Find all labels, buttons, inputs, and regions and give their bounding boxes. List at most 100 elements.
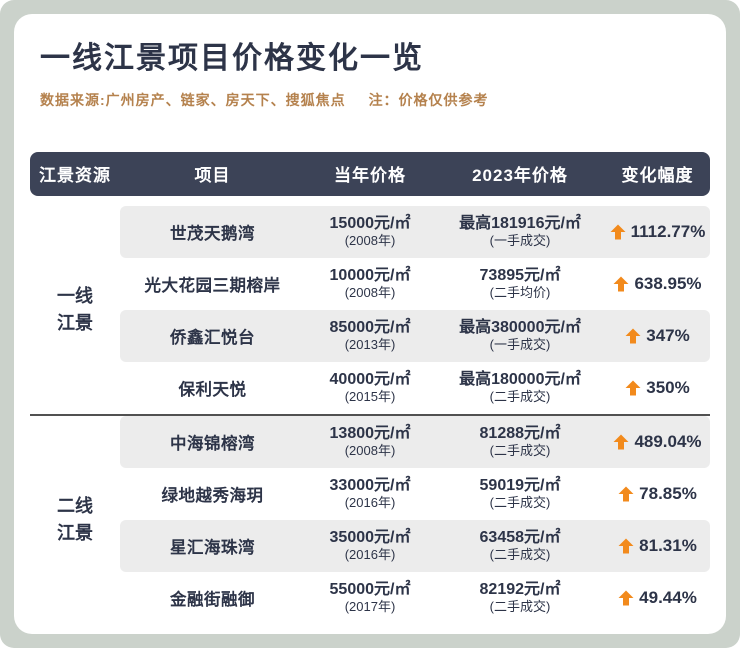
- project-name: 保利天悦: [178, 380, 247, 399]
- original-price-year: (2008年): [344, 233, 396, 248]
- up-arrow-icon: [613, 276, 629, 292]
- change-cell: 49.44%: [605, 588, 710, 608]
- group-label: 一线江景: [30, 206, 120, 414]
- original-price-year: (2008年): [344, 443, 396, 458]
- table-group: 二线江景 中海锦榕湾 13800元/㎡ (2008年) 81288元/㎡ (二手成交) 48…: [30, 413, 710, 624]
- price-2023-note: (二手成交): [489, 443, 551, 458]
- price-2023-cell: 82192元/㎡ (二手成交): [435, 580, 605, 615]
- project-name: 光大花园三期榕岸: [144, 276, 281, 295]
- change-cell: 347%: [605, 326, 710, 346]
- change-percent: 81.31%: [639, 535, 697, 555]
- page-title: 一线江景项目价格变化一览: [40, 42, 424, 75]
- table-body: 一线江景 世茂天鹅湾 15000元/㎡ (2008年) 最高181916元/㎡ (一手成交…: [30, 205, 710, 624]
- table-row: 绿地越秀海玥 33000元/㎡ (2016年) 59019元/㎡ (二手成交) 78.85…: [120, 468, 710, 520]
- price-2023-cell: 最高380000元/㎡ (一手成交): [435, 318, 605, 353]
- change-cell: 78.85%: [605, 484, 710, 504]
- price-2023-cell: 63458元/㎡ (二手成交): [435, 528, 605, 563]
- up-arrow-icon: [618, 486, 634, 502]
- original-price: 15000元/㎡: [329, 215, 411, 232]
- disclaimer-text: 注：价格仅供参考: [368, 91, 489, 108]
- original-price: 35000元/㎡: [329, 529, 411, 546]
- price-2023: 最高180000元/㎡: [459, 371, 581, 388]
- price-2023: 73895元/㎡: [479, 267, 561, 284]
- original-price: 33000元/㎡: [329, 477, 411, 494]
- header-change: 变化幅度: [621, 166, 694, 185]
- table-header: 江景资源 项目 当年价格 2023年价格 变化幅度: [30, 151, 710, 196]
- change-cell: 1112.77%: [605, 222, 710, 242]
- change-percent: 1112.77%: [630, 221, 706, 241]
- group-label-text: 一线江景: [57, 285, 93, 333]
- price-2023-note: (二手均价): [489, 285, 551, 300]
- original-price-cell: 13800元/㎡ (2008年): [305, 424, 435, 459]
- change-percent: 78.85%: [639, 483, 697, 503]
- data-source-text: 数据来源:广州房产、链家、房天下、搜狐焦点: [40, 91, 346, 108]
- price-2023: 最高380000元/㎡: [459, 319, 581, 336]
- original-price-year: (2016年): [344, 547, 396, 562]
- price-2023-cell: 最高181916元/㎡ (一手成交): [435, 214, 605, 249]
- price-2023-note: (一手成交): [489, 233, 551, 248]
- price-2023: 82192元/㎡: [479, 581, 561, 598]
- project-name: 星汇海珠湾: [170, 538, 255, 557]
- change-cell: 350%: [605, 378, 710, 398]
- price-2023-note: (二手成交): [489, 495, 551, 510]
- original-price: 13800元/㎡: [329, 425, 411, 442]
- header-price-2023: 2023年价格: [472, 166, 568, 185]
- original-price-year: (2017年): [344, 599, 396, 614]
- up-arrow-icon: [618, 538, 634, 554]
- project-name: 中海锦榕湾: [170, 434, 255, 453]
- original-price: 10000元/㎡: [329, 267, 411, 284]
- original-price-year: (2015年): [344, 389, 396, 404]
- price-2023-note: (二手成交): [489, 547, 551, 562]
- price-change-table: 江景资源 项目 当年价格 2023年价格 变化幅度 一线江景 世茂天鹅湾 15000…: [30, 151, 710, 624]
- price-2023: 63458元/㎡: [479, 529, 561, 546]
- up-arrow-icon: [610, 224, 626, 240]
- original-price-cell: 35000元/㎡ (2016年): [305, 528, 435, 563]
- infographic-card: 一线江景项目价格变化一览 数据来源:广州房产、链家、房天下、搜狐焦点 注：价格仅…: [14, 14, 726, 634]
- change-percent: 347%: [646, 325, 690, 345]
- group-label: 二线江景: [30, 416, 120, 624]
- change-cell: 489.04%: [605, 432, 710, 452]
- original-price-cell: 10000元/㎡ (2008年): [305, 266, 435, 301]
- original-price-year: (2008年): [344, 285, 396, 300]
- original-price-cell: 33000元/㎡ (2016年): [305, 476, 435, 511]
- change-percent: 350%: [646, 377, 690, 397]
- table-row: 星汇海珠湾 35000元/㎡ (2016年) 63458元/㎡ (二手成交) 81.31%: [120, 519, 710, 572]
- price-2023-note: (二手成交): [489, 599, 551, 614]
- table-row: 侨鑫汇悦台 85000元/㎡ (2013年) 最高380000元/㎡ (一手成交) 347…: [120, 309, 710, 362]
- original-price: 40000元/㎡: [329, 371, 411, 388]
- price-2023-cell: 81288元/㎡ (二手成交): [435, 424, 605, 459]
- price-2023-note: (二手成交): [489, 389, 551, 404]
- project-name: 金融街融御: [170, 590, 255, 609]
- original-price-cell: 55000元/㎡ (2017年): [305, 580, 435, 615]
- group-label-text: 二线江景: [57, 495, 93, 543]
- price-2023-cell: 73895元/㎡ (二手均价): [435, 266, 605, 301]
- price-2023-note: (一手成交): [489, 337, 551, 352]
- original-price: 85000元/㎡: [329, 319, 411, 336]
- change-percent: 49.44%: [639, 587, 697, 607]
- price-2023-cell: 最高180000元/㎡ (二手成交): [435, 370, 605, 405]
- original-price: 55000元/㎡: [329, 581, 411, 598]
- change-cell: 81.31%: [605, 536, 710, 556]
- change-percent: 489.04%: [634, 431, 702, 451]
- project-name: 世茂天鹅湾: [170, 224, 255, 243]
- up-arrow-icon: [625, 380, 641, 396]
- change-cell: 638.95%: [605, 274, 710, 294]
- table-row: 光大花园三期榕岸 10000元/㎡ (2008年) 73895元/㎡ (二手均价) 638…: [120, 258, 710, 310]
- original-price-cell: 40000元/㎡ (2015年): [305, 370, 435, 405]
- price-2023-cell: 59019元/㎡ (二手成交): [435, 476, 605, 511]
- source-note: 数据来源:广州房产、链家、房天下、搜狐焦点 注：价格仅供参考: [40, 90, 710, 110]
- table-group: 一线江景 世茂天鹅湾 15000元/㎡ (2008年) 最高181916元/㎡ (一手成交…: [30, 205, 710, 414]
- price-2023: 最高181916元/㎡: [459, 215, 581, 232]
- table-row: 金融街融御 55000元/㎡ (2017年) 82192元/㎡ (二手成交) 49.44%: [120, 572, 710, 624]
- original-price-cell: 15000元/㎡ (2008年): [305, 214, 435, 249]
- change-percent: 638.95%: [634, 273, 702, 293]
- price-2023: 81288元/㎡: [479, 425, 561, 442]
- header-original-price: 当年价格: [334, 166, 406, 185]
- original-price-year: (2016年): [344, 495, 396, 510]
- header-project: 项目: [194, 166, 231, 185]
- table-row: 世茂天鹅湾 15000元/㎡ (2008年) 最高181916元/㎡ (一手成交) 111…: [120, 205, 710, 258]
- project-name: 绿地越秀海玥: [161, 486, 264, 505]
- table-row: 中海锦榕湾 13800元/㎡ (2008年) 81288元/㎡ (二手成交) 489.04…: [120, 415, 710, 468]
- up-arrow-icon: [618, 590, 634, 606]
